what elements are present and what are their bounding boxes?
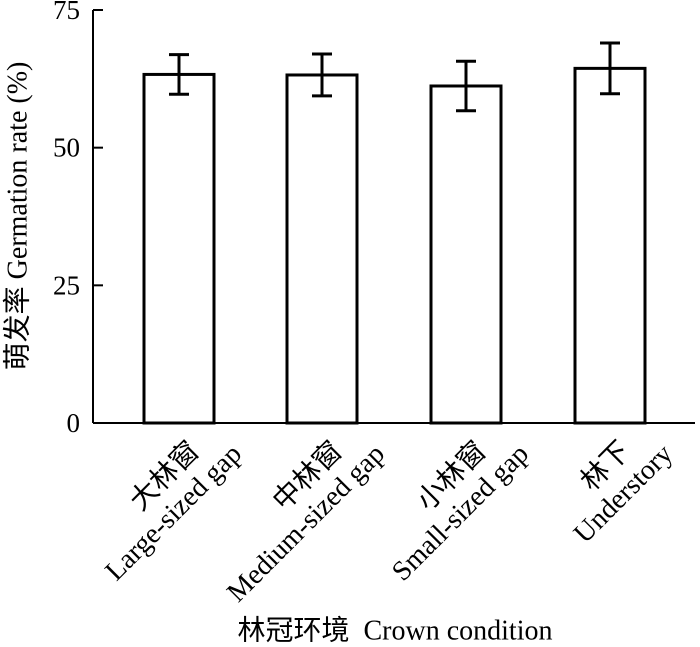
x-axis-title: 林冠环境 Crown condition [238,615,553,647]
bar [429,84,503,425]
y-tick-label: 75 [53,0,80,25]
bar [142,72,216,425]
bar [285,73,359,425]
error-bars [169,41,620,113]
y-axis-title: 萌发率 Germation rate (%) [2,62,34,371]
y-tick-label: 0 [67,408,81,438]
bars [142,66,647,425]
y-axis: 0 25 50 75 [53,0,103,438]
bar [573,66,647,425]
y-tick-label: 25 [53,270,80,300]
y-tick-label: 50 [53,133,80,163]
